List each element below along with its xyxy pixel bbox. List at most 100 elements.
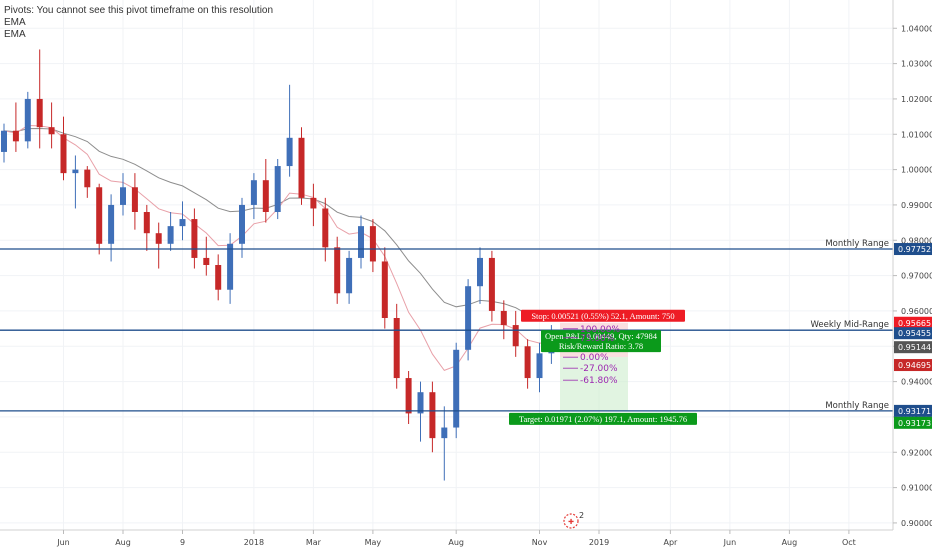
x-tick-label: Aug (115, 538, 131, 547)
candle-body (96, 187, 103, 244)
candle-body (358, 226, 364, 258)
candle-body (227, 243, 234, 290)
y-tick-label: 0.92000 (901, 448, 932, 457)
candle-body (298, 137, 305, 198)
position-tool[interactable]: Stop: 0.00521 (0.55%) 52.1, Amount: 750 O… (509, 309, 697, 425)
candle-body (179, 219, 186, 227)
price-tag-label: 0.95144 (898, 343, 931, 352)
flag-icon (563, 513, 579, 529)
x-tick-label: Aug (782, 538, 798, 547)
y-tick-label: 0.96000 (901, 307, 932, 316)
range-line-label: Monthly Range (825, 401, 889, 411)
price-tag-label: 0.93171 (898, 407, 931, 416)
x-tick-label: Mar (306, 538, 322, 547)
price-tag (894, 341, 932, 354)
y-tick-label: 0.90000 (901, 519, 932, 528)
candle-body (131, 187, 138, 212)
x-tick-label: Nov (532, 538, 548, 547)
candle-body (477, 257, 483, 287)
y-tick-label: 0.99000 (901, 201, 932, 210)
candle-body (417, 392, 424, 414)
price-axis[interactable]: 1.04000 1.03000 1.02000 1.01000 1.00000 0.990… (893, 24, 932, 528)
candle-body (322, 208, 329, 248)
candle-body (24, 98, 31, 142)
y-tick-label: 1.00000 (901, 166, 932, 175)
candle-body (334, 247, 341, 294)
y-tick-label: 0.94000 (901, 378, 932, 387)
candle-body (381, 261, 388, 318)
candle-body (60, 134, 67, 174)
horizontal-lines[interactable]: Monthly Range Weekly Mid-Range Monthly Ran… (0, 239, 893, 412)
y-tick-label: 1.04000 (901, 24, 932, 33)
x-tick-label: Jun (723, 538, 737, 547)
risk-reward-label: Risk/Reward Ratio: 3.78 (559, 341, 643, 351)
range-line-label: Weekly Mid-Range (811, 320, 889, 330)
time-axis[interactable]: JunAug92018MarMayAugNov2019AprJunAugOct2… (56, 530, 932, 547)
candle-body (393, 318, 400, 379)
target-label: Target: 0.01971 (2.07%) 197.1, Amount: 1… (519, 414, 687, 424)
pivots-legend[interactable]: Pivots: You cannot see this pivot timefr… (4, 5, 274, 16)
stop-label: Stop: 0.00521 (0.55%) 52.1, Amount: 750 (531, 311, 674, 321)
candle-body (250, 180, 257, 205)
candle-body (203, 257, 210, 265)
badge-count: 2 (579, 511, 584, 520)
x-tick-label: Oct (842, 538, 856, 547)
candle-body (488, 257, 495, 311)
y-tick-label: 0.98000 (901, 236, 932, 245)
candle-body (346, 257, 353, 294)
indicator-legend: Pivots: You cannot see this pivot timefr… (4, 5, 273, 41)
price-tag-label: 0.95665 (898, 319, 931, 328)
ema-legend-1[interactable]: EMA (4, 17, 26, 28)
pnl-box[interactable] (541, 330, 661, 353)
x-tick-label: 9 (180, 538, 185, 547)
fib-level-label: 75.00% (580, 334, 615, 344)
candle-body (239, 204, 245, 244)
candle-body (536, 353, 543, 379)
candle-body (274, 166, 281, 212)
price-tag-label: 0.93173 (898, 419, 931, 428)
candle-body (500, 310, 507, 326)
candle-body (155, 233, 162, 244)
pnl-label: Open P&L: 0.00449, Qty: 47984 (545, 331, 658, 341)
target-zone (560, 357, 628, 411)
candle-body (286, 137, 293, 167)
price-tag (894, 359, 932, 372)
stop-box[interactable] (521, 309, 685, 322)
candle-body (167, 226, 174, 244)
tradingview-badge[interactable]: ✚ 2 (563, 511, 584, 529)
y-tick-label: 1.02000 (901, 95, 932, 104)
candle-body (262, 180, 269, 212)
x-tick-label: Aug (448, 538, 464, 547)
candle-body (120, 187, 126, 205)
fib-level-label: 100.00% (580, 325, 620, 335)
candle-body (310, 197, 317, 209)
x-tick-label: Jun (56, 538, 70, 547)
candle-body (72, 169, 79, 174)
range-line-label: Monthly Range (825, 239, 889, 249)
candle-body (1, 130, 7, 152)
candle-body (465, 286, 472, 350)
price-tag (894, 327, 932, 340)
price-tag-label: 0.97752 (898, 245, 931, 254)
grid-lines (0, 0, 893, 530)
price-tag (894, 404, 932, 417)
candle-body (524, 346, 531, 379)
candle-body (512, 325, 519, 347)
candle-body (191, 219, 198, 258)
candle-body (36, 98, 43, 128)
price-tag (894, 416, 932, 429)
fib-level-label: -27.00% (580, 364, 618, 374)
candle-body (405, 378, 412, 414)
x-tick-label: May (365, 538, 382, 547)
candle-body (143, 212, 150, 234)
candle-body (108, 204, 115, 244)
y-tick-label: 0.97000 (901, 272, 932, 281)
x-tick-label: Apr (663, 538, 678, 547)
candle-body (12, 130, 19, 142)
x-tick-label: 2018 (244, 538, 264, 547)
target-box[interactable] (509, 412, 697, 425)
ema-legend-2[interactable]: EMA (4, 29, 26, 40)
candle-body (453, 349, 460, 428)
